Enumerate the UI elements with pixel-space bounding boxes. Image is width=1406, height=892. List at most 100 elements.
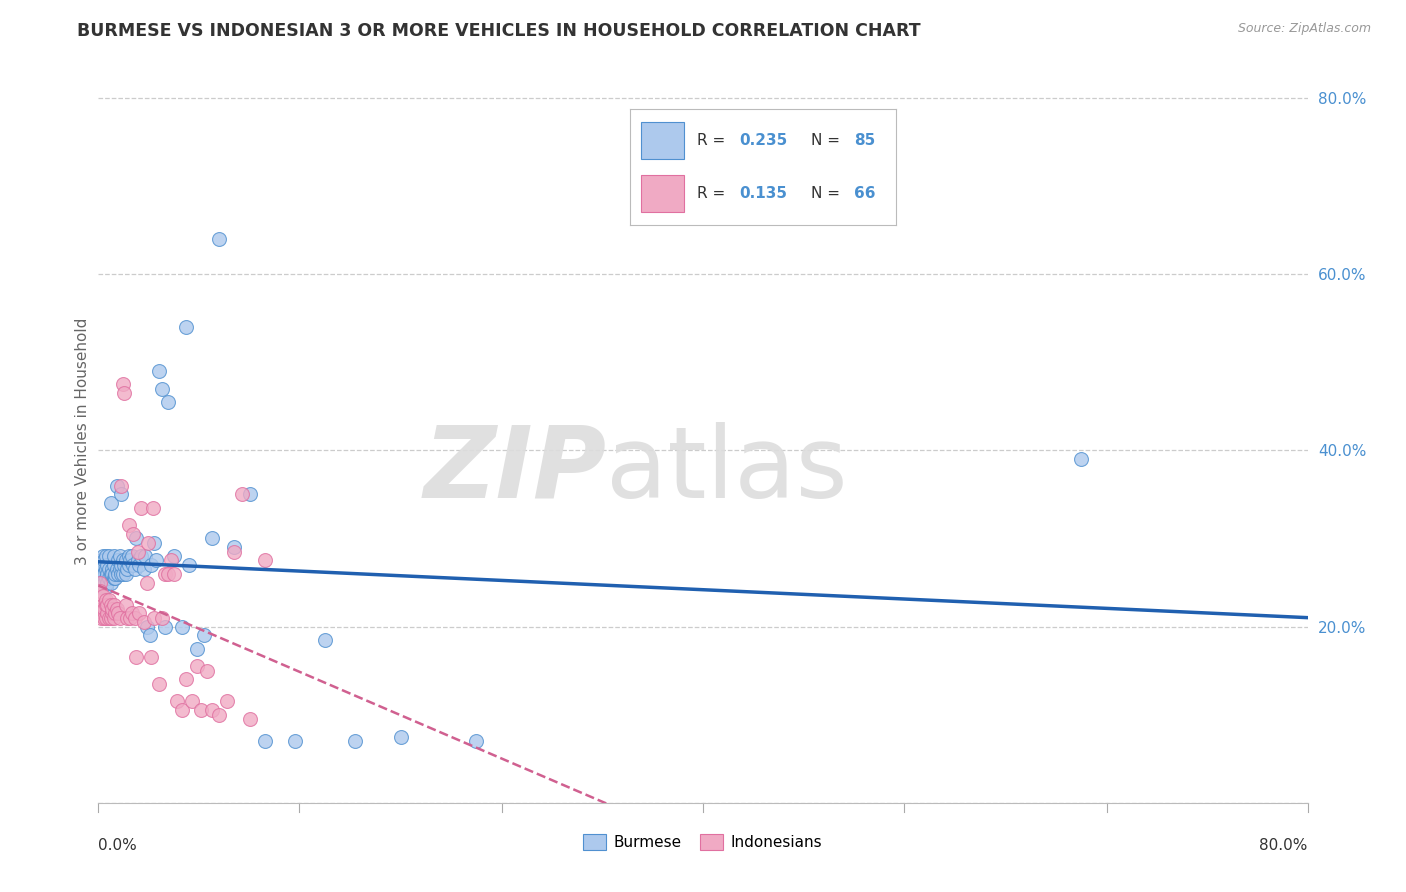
Point	[96, 558, 118, 572]
Legend: Burmese, Indonesians: Burmese, Indonesians	[578, 829, 828, 856]
Point	[127, 544, 149, 558]
Point	[107, 566, 129, 581]
Point	[132, 562, 155, 576]
Point	[103, 549, 125, 563]
Point	[142, 500, 165, 515]
Point	[107, 553, 129, 567]
Point	[98, 562, 121, 576]
Point	[132, 615, 155, 630]
Point	[186, 659, 208, 673]
Point	[128, 558, 150, 572]
Point	[101, 607, 124, 621]
Point	[118, 518, 141, 533]
Point	[128, 607, 150, 621]
Point	[344, 734, 367, 748]
Text: Source: ZipAtlas.com: Source: ZipAtlas.com	[1237, 22, 1371, 36]
Point	[114, 553, 136, 567]
Point	[125, 532, 148, 546]
Point	[181, 694, 204, 708]
Point	[89, 571, 111, 585]
Point	[112, 386, 135, 401]
Point	[193, 628, 215, 642]
Point	[122, 527, 145, 541]
Point	[101, 566, 124, 581]
Point	[143, 611, 166, 625]
Point	[1070, 452, 1092, 467]
Point	[201, 532, 224, 546]
Point	[239, 487, 262, 501]
Point	[94, 611, 117, 625]
Point	[94, 580, 117, 594]
Point	[108, 611, 131, 625]
Point	[100, 566, 122, 581]
Point	[125, 650, 148, 665]
Point	[314, 632, 336, 647]
Point	[103, 598, 125, 612]
Point	[91, 566, 114, 581]
Point	[96, 607, 118, 621]
Point	[100, 575, 122, 590]
Point	[94, 571, 117, 585]
Point	[104, 571, 127, 585]
Point	[284, 734, 307, 748]
Point	[103, 611, 125, 625]
Point	[224, 541, 246, 555]
Point	[94, 562, 117, 576]
Point	[145, 553, 167, 567]
Point	[89, 562, 111, 576]
Point	[114, 598, 136, 612]
Point	[91, 549, 114, 563]
Point	[156, 566, 179, 581]
Point	[89, 575, 111, 590]
Y-axis label: 3 or more Vehicles in Household: 3 or more Vehicles in Household	[75, 318, 90, 566]
Point	[239, 712, 262, 726]
Point	[100, 598, 122, 612]
Point	[135, 619, 157, 633]
Point	[91, 558, 114, 572]
Point	[153, 619, 176, 633]
Text: atlas: atlas	[606, 422, 848, 519]
Point	[111, 553, 134, 567]
Point	[148, 364, 170, 378]
Point	[105, 562, 128, 576]
Point	[112, 558, 135, 572]
Point	[124, 611, 146, 625]
Point	[124, 562, 146, 576]
Point	[94, 593, 117, 607]
Text: 80.0%: 80.0%	[1260, 838, 1308, 853]
Point	[115, 611, 138, 625]
Point	[96, 598, 118, 612]
Point	[93, 575, 115, 590]
Point	[91, 571, 114, 585]
Point	[90, 611, 112, 625]
Point	[129, 500, 152, 515]
Point	[111, 377, 134, 392]
Point	[208, 707, 231, 722]
Point	[121, 549, 143, 563]
Point	[96, 575, 118, 590]
Point	[134, 549, 156, 563]
Point	[93, 611, 115, 625]
Point	[90, 553, 112, 567]
Point	[201, 703, 224, 717]
Point	[108, 562, 131, 576]
Point	[93, 566, 115, 581]
Point	[101, 602, 124, 616]
Point	[136, 536, 159, 550]
Point	[104, 607, 127, 621]
Point	[103, 558, 125, 572]
Point	[465, 734, 488, 748]
Point	[179, 558, 201, 572]
Point	[389, 730, 412, 744]
Text: BURMESE VS INDONESIAN 3 OR MORE VEHICLES IN HOUSEHOLD CORRELATION CHART: BURMESE VS INDONESIAN 3 OR MORE VEHICLES…	[77, 22, 921, 40]
Point	[231, 487, 253, 501]
Point	[156, 395, 179, 409]
Point	[150, 382, 173, 396]
Point	[115, 562, 138, 576]
Point	[174, 673, 197, 687]
Point	[253, 553, 276, 567]
Point	[91, 589, 114, 603]
Point	[111, 566, 134, 581]
Point	[174, 320, 197, 334]
Point	[114, 566, 136, 581]
